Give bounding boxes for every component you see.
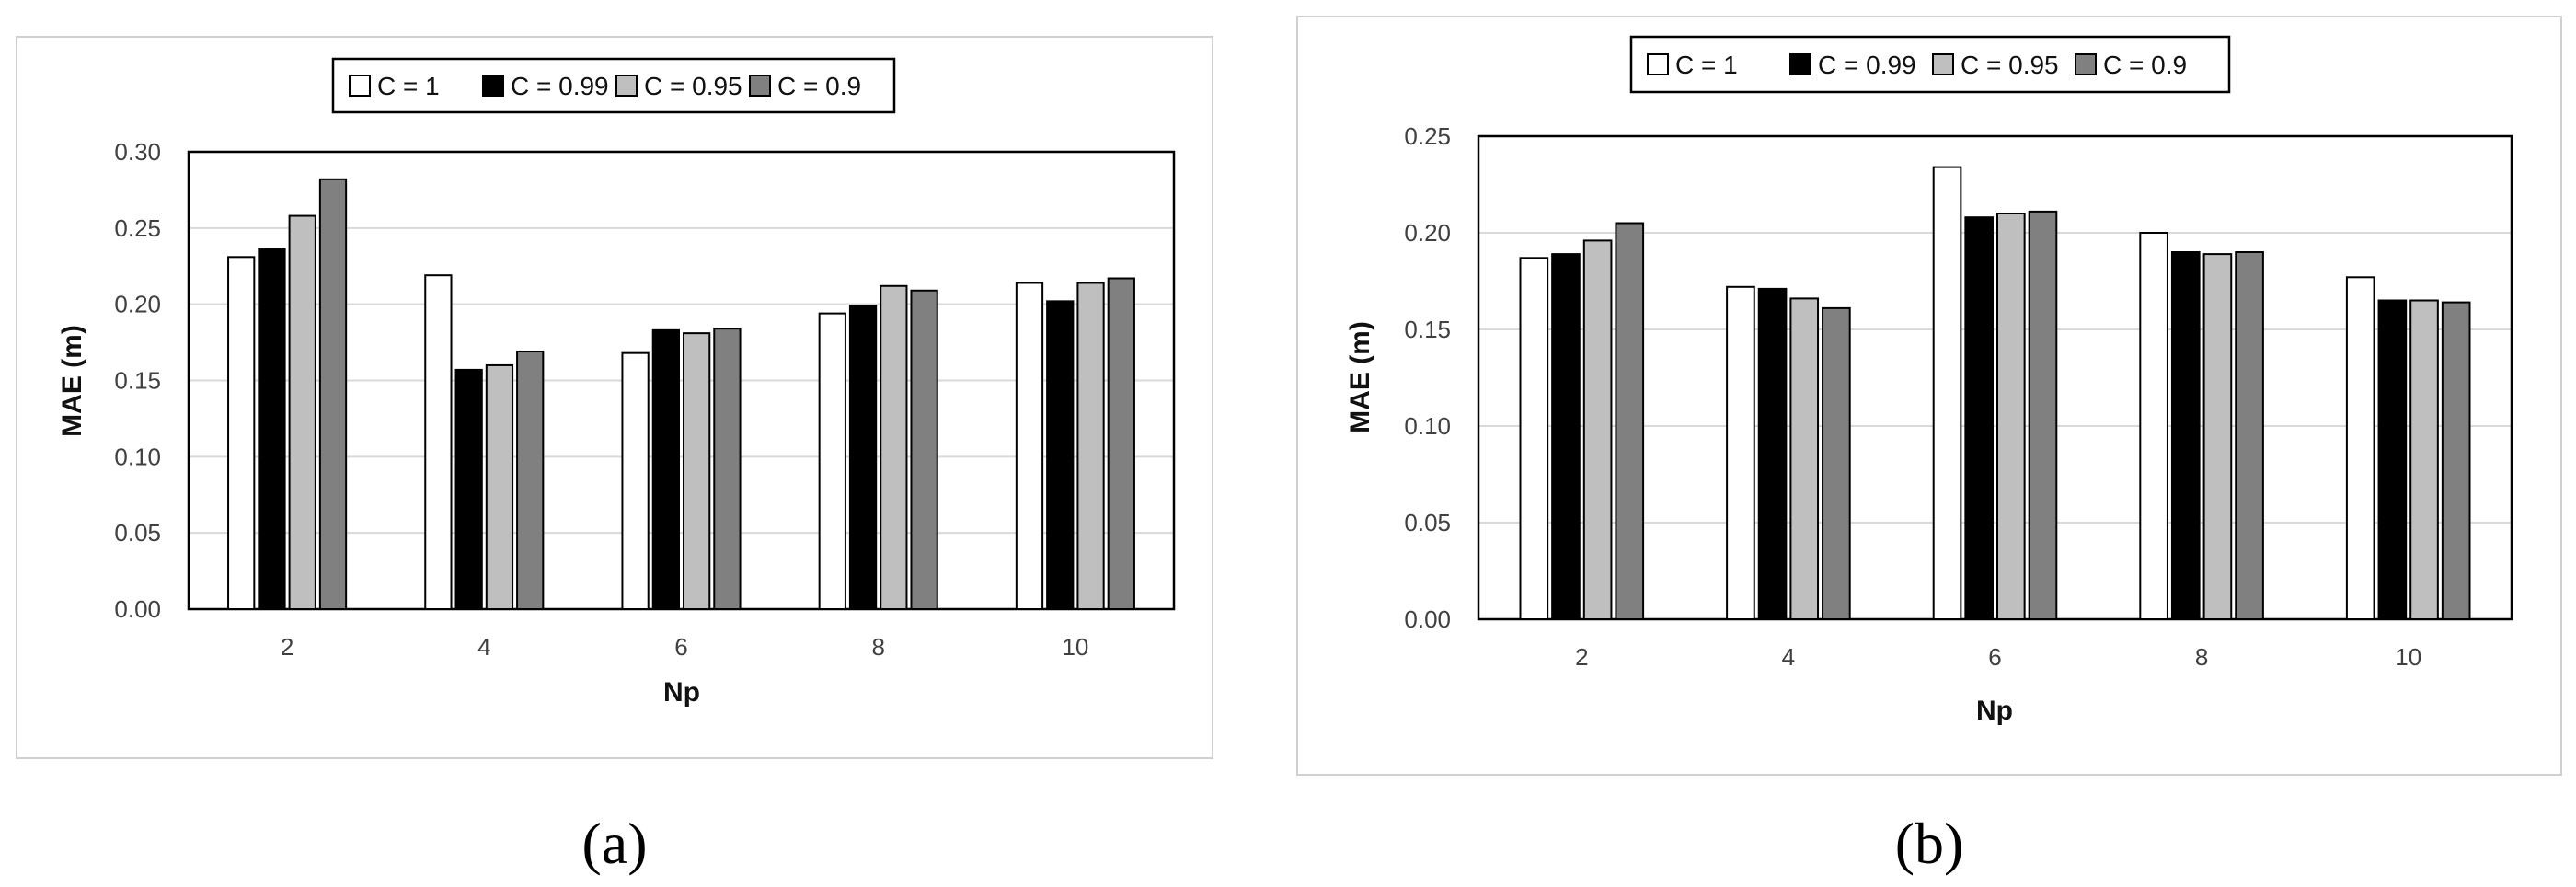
bar-c-0-95-np6 — [1996, 213, 2026, 620]
y-tick-label: 0.25 — [1404, 122, 1451, 150]
x-tick-label: 10 — [1062, 633, 1088, 661]
legend-entry: C = 1 — [1675, 51, 1738, 79]
bar-c-1-np10 — [2345, 276, 2375, 620]
bar-c-0-9-np10 — [2441, 301, 2471, 620]
bar-c-0-95-np4 — [1789, 297, 1820, 620]
legend-entry: C = 0.99 — [1818, 51, 1916, 79]
legend-box — [1629, 35, 2231, 94]
y-axis-title: MAE (m) — [1345, 321, 1375, 433]
bar-c-0-99-np8 — [848, 305, 878, 610]
legend-box — [331, 57, 896, 114]
bar-c-0-9-np8 — [910, 289, 938, 610]
bar-c-0-9-np8 — [2235, 251, 2264, 620]
bar-c-0-9-np4 — [1822, 306, 1851, 620]
bar-c-0-9-np2 — [1615, 222, 1645, 620]
plot-area-border — [1477, 134, 2513, 621]
x-tick-label: 8 — [2195, 643, 2208, 671]
legend-entry: C = 0.99 — [511, 72, 609, 100]
y-axis-title: MAE (m) — [57, 325, 87, 437]
bar-c-1-np2 — [1519, 257, 1549, 620]
x-axis-title: Np — [663, 677, 700, 708]
bar-c-0-9-np4 — [516, 351, 545, 610]
bar-c-0-95-np8 — [2202, 253, 2233, 620]
legend-entry: C = 0.95 — [1961, 51, 2059, 79]
bar-c-1-np4 — [424, 274, 453, 610]
legend-swatch — [749, 75, 771, 97]
bar-c-0-99-np6 — [1964, 216, 1994, 620]
legend-swatch — [1647, 53, 1669, 75]
bar-c-0-95-np10 — [1076, 282, 1105, 610]
legend-swatch — [482, 75, 504, 97]
bar-c-0-95-np2 — [288, 214, 316, 611]
legend-swatch — [1932, 53, 1954, 75]
bar-c-0-95-np2 — [1582, 239, 1613, 620]
bar-c-0-9-np6 — [2028, 210, 2058, 620]
legend-swatch — [2075, 53, 2097, 75]
y-tick-label: 0.20 — [1404, 219, 1451, 247]
bar-c-1-np6 — [1932, 166, 1962, 620]
x-tick-label: 2 — [1575, 643, 1588, 671]
bar-c-0-95-np6 — [683, 332, 711, 610]
panel-label: (a) — [581, 811, 647, 876]
bar-c-1-np2 — [227, 256, 256, 610]
bar-c-0-9-np10 — [1107, 277, 1135, 610]
panel-label: (b) — [1895, 811, 1964, 876]
bar-c-0-99-np10 — [1046, 300, 1075, 610]
y-tick-label: 0.10 — [1404, 412, 1451, 440]
chart-panel-a: 0.00 0.05 0.10 0.15 0.20 0.25 0.30 2 4 6 8 10 Np MAE … — [16, 36, 1213, 876]
legend: C = 1 C = 0.99 C = 0.95 C = 0.9 — [331, 57, 896, 114]
x-axis-title: Np — [1976, 696, 2013, 726]
bar-c-1-np4 — [1726, 285, 1755, 620]
bar-c-0-99-np8 — [2170, 251, 2201, 620]
bar-c-0-95-np4 — [485, 363, 514, 610]
y-tick-label: 0.05 — [1404, 509, 1451, 536]
bar-c-0-99-np4 — [454, 368, 483, 610]
y-tick-label: 0.20 — [114, 291, 161, 318]
y-tick-label: 0.10 — [114, 443, 161, 470]
legend-entry: C = 0.9 — [2103, 51, 2187, 79]
y-tick-label: 0.15 — [1404, 316, 1451, 343]
y-tick-label: 0.30 — [114, 138, 161, 166]
legend: C = 1 C = 0.99 C = 0.95 C = 0.9 — [1629, 35, 2231, 94]
legend-swatch — [349, 75, 371, 97]
bar-c-0-95-np10 — [2409, 299, 2439, 620]
legend-entry: C = 0.95 — [644, 72, 742, 100]
legend-entry: C = 0.9 — [777, 72, 861, 100]
y-tick-label: 0.15 — [114, 367, 161, 395]
bar-c-1-np8 — [818, 312, 846, 610]
x-tick-label: 10 — [2395, 643, 2421, 671]
bar-c-0-99-np4 — [1757, 287, 1788, 620]
bar-c-0-99-np6 — [651, 328, 680, 610]
bar-c-0-99-np2 — [258, 248, 286, 610]
y-tick-label: 0.05 — [114, 519, 161, 547]
legend-entry: C = 1 — [377, 72, 440, 100]
y-tick-label: 0.00 — [1404, 605, 1451, 633]
bar-c-0-99-np2 — [1551, 253, 1581, 620]
y-tick-label: 0.00 — [114, 595, 161, 623]
x-tick-label: 6 — [1988, 643, 2001, 671]
x-tick-label: 8 — [871, 633, 884, 661]
chart-frame — [16, 36, 1213, 759]
legend-swatch — [615, 75, 638, 97]
x-tick-label: 4 — [1782, 643, 1795, 671]
x-tick-label: 4 — [477, 633, 490, 661]
bar-c-1-np6 — [621, 351, 650, 610]
y-tick-label: 0.25 — [114, 214, 161, 242]
x-tick-label: 6 — [674, 633, 687, 661]
chart-panel-b: 0.00 0.05 0.10 0.15 0.20 0.25 2 4 6 8 10 Np MAE (m) C… — [1296, 16, 2562, 876]
bar-c-0-99-np10 — [2377, 299, 2408, 620]
x-tick-label: 2 — [281, 633, 293, 661]
bar-c-1-np10 — [1015, 282, 1044, 610]
bar-c-0-95-np8 — [880, 284, 908, 610]
plot-area-border — [187, 150, 1176, 611]
legend-swatch — [1789, 53, 1811, 75]
bar-c-0-9-np6 — [713, 328, 742, 610]
bar-c-0-9-np2 — [318, 178, 348, 610]
bar-c-1-np8 — [2139, 232, 2168, 620]
